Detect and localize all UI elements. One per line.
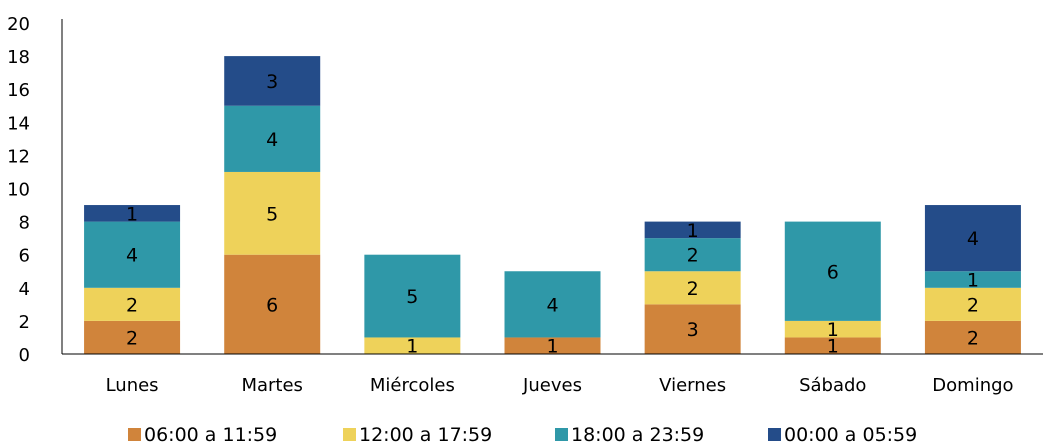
y-tick-label: 6 — [19, 246, 30, 267]
data-label: 1 — [827, 336, 839, 358]
y-tick-label: 8 — [19, 213, 30, 234]
bar-segment — [924, 287, 1021, 321]
data-label: 4 — [546, 294, 558, 316]
bar-segment — [364, 337, 461, 354]
bar-segment — [784, 337, 881, 354]
y-tick-label: 20 — [7, 14, 30, 35]
data-label: 4 — [967, 228, 979, 250]
data-label: 5 — [406, 286, 418, 308]
bar-segment — [504, 271, 601, 338]
data-label: 6 — [827, 261, 839, 283]
x-axis: Lunes Martes Miércoles Jueves Viernes Sábado D… — [62, 353, 1043, 396]
data-label: 1 — [546, 336, 558, 358]
bar-segment — [644, 221, 741, 239]
legend-swatch — [128, 428, 141, 441]
y-axis: 0 2 4 6 8 10 12 14 16 18 20 — [7, 14, 63, 366]
y-tick-label: 16 — [7, 80, 30, 101]
data-label: 2 — [687, 278, 699, 300]
legend-label: 00:00 a 05:59 — [784, 424, 917, 446]
legend-label: 06:00 a 11:59 — [144, 424, 277, 446]
x-category-label: Lunes — [106, 375, 159, 396]
data-label: 2 — [687, 245, 699, 267]
x-category-label: Sábado — [799, 375, 866, 396]
bar-segment — [364, 254, 461, 338]
data-label: 3 — [687, 319, 699, 341]
y-tick-label: 12 — [7, 146, 30, 167]
bar-segment — [224, 105, 321, 172]
bar-segment — [784, 221, 881, 321]
legend: 06:00 a 11:59 12:00 a 17:59 18:00 a 23:59 0… — [128, 424, 917, 446]
bars — [84, 56, 1021, 354]
data-label: 1 — [827, 319, 839, 341]
bar-segment — [644, 304, 741, 354]
x-category-label: Jueves — [522, 375, 582, 396]
bar-segment — [84, 221, 181, 288]
legend-swatch — [768, 428, 781, 441]
data-label: 1 — [687, 220, 699, 242]
data-label: 2 — [126, 327, 138, 349]
y-tick-label: 18 — [7, 47, 30, 68]
data-label: 1 — [406, 336, 418, 358]
data-label: 1 — [967, 270, 979, 292]
data-label: 4 — [126, 245, 138, 267]
data-label: 4 — [266, 129, 278, 151]
bar-segment — [644, 238, 741, 272]
legend-swatch — [343, 428, 356, 441]
data-label: 1 — [126, 203, 138, 225]
data-label: 2 — [126, 294, 138, 316]
data-label: 3 — [266, 71, 278, 93]
y-tick-label: 2 — [19, 312, 30, 333]
x-category-label: Viernes — [659, 375, 726, 396]
data-label: 6 — [266, 294, 278, 316]
bar-segment — [924, 320, 1021, 354]
bar-segment — [84, 205, 181, 222]
legend-label: 18:00 a 23:59 — [571, 424, 704, 446]
bar-segment — [924, 205, 1021, 272]
bar-segment — [504, 337, 601, 354]
legend-swatch — [555, 428, 568, 441]
y-tick-label: 10 — [7, 180, 30, 201]
y-tick-label: 14 — [7, 113, 30, 134]
legend-label: 12:00 a 17:59 — [359, 424, 492, 446]
x-category-label: Miércoles — [370, 375, 455, 396]
bar-segment — [784, 320, 881, 338]
y-tick-label: 0 — [19, 345, 30, 366]
y-tick-label: 4 — [19, 279, 30, 300]
bar-segment — [224, 254, 321, 354]
bar-segment — [644, 271, 741, 305]
x-category-label: Martes — [241, 375, 302, 396]
bar-segment — [224, 56, 321, 106]
bar-segment — [84, 287, 181, 321]
bar-segment — [224, 171, 321, 255]
x-category-label: Domingo — [932, 375, 1013, 396]
data-label: 5 — [266, 203, 278, 225]
bar-segment — [84, 320, 181, 354]
data-label: 2 — [967, 327, 979, 349]
data-label: 2 — [967, 294, 979, 316]
bar-segment — [924, 271, 1021, 288]
